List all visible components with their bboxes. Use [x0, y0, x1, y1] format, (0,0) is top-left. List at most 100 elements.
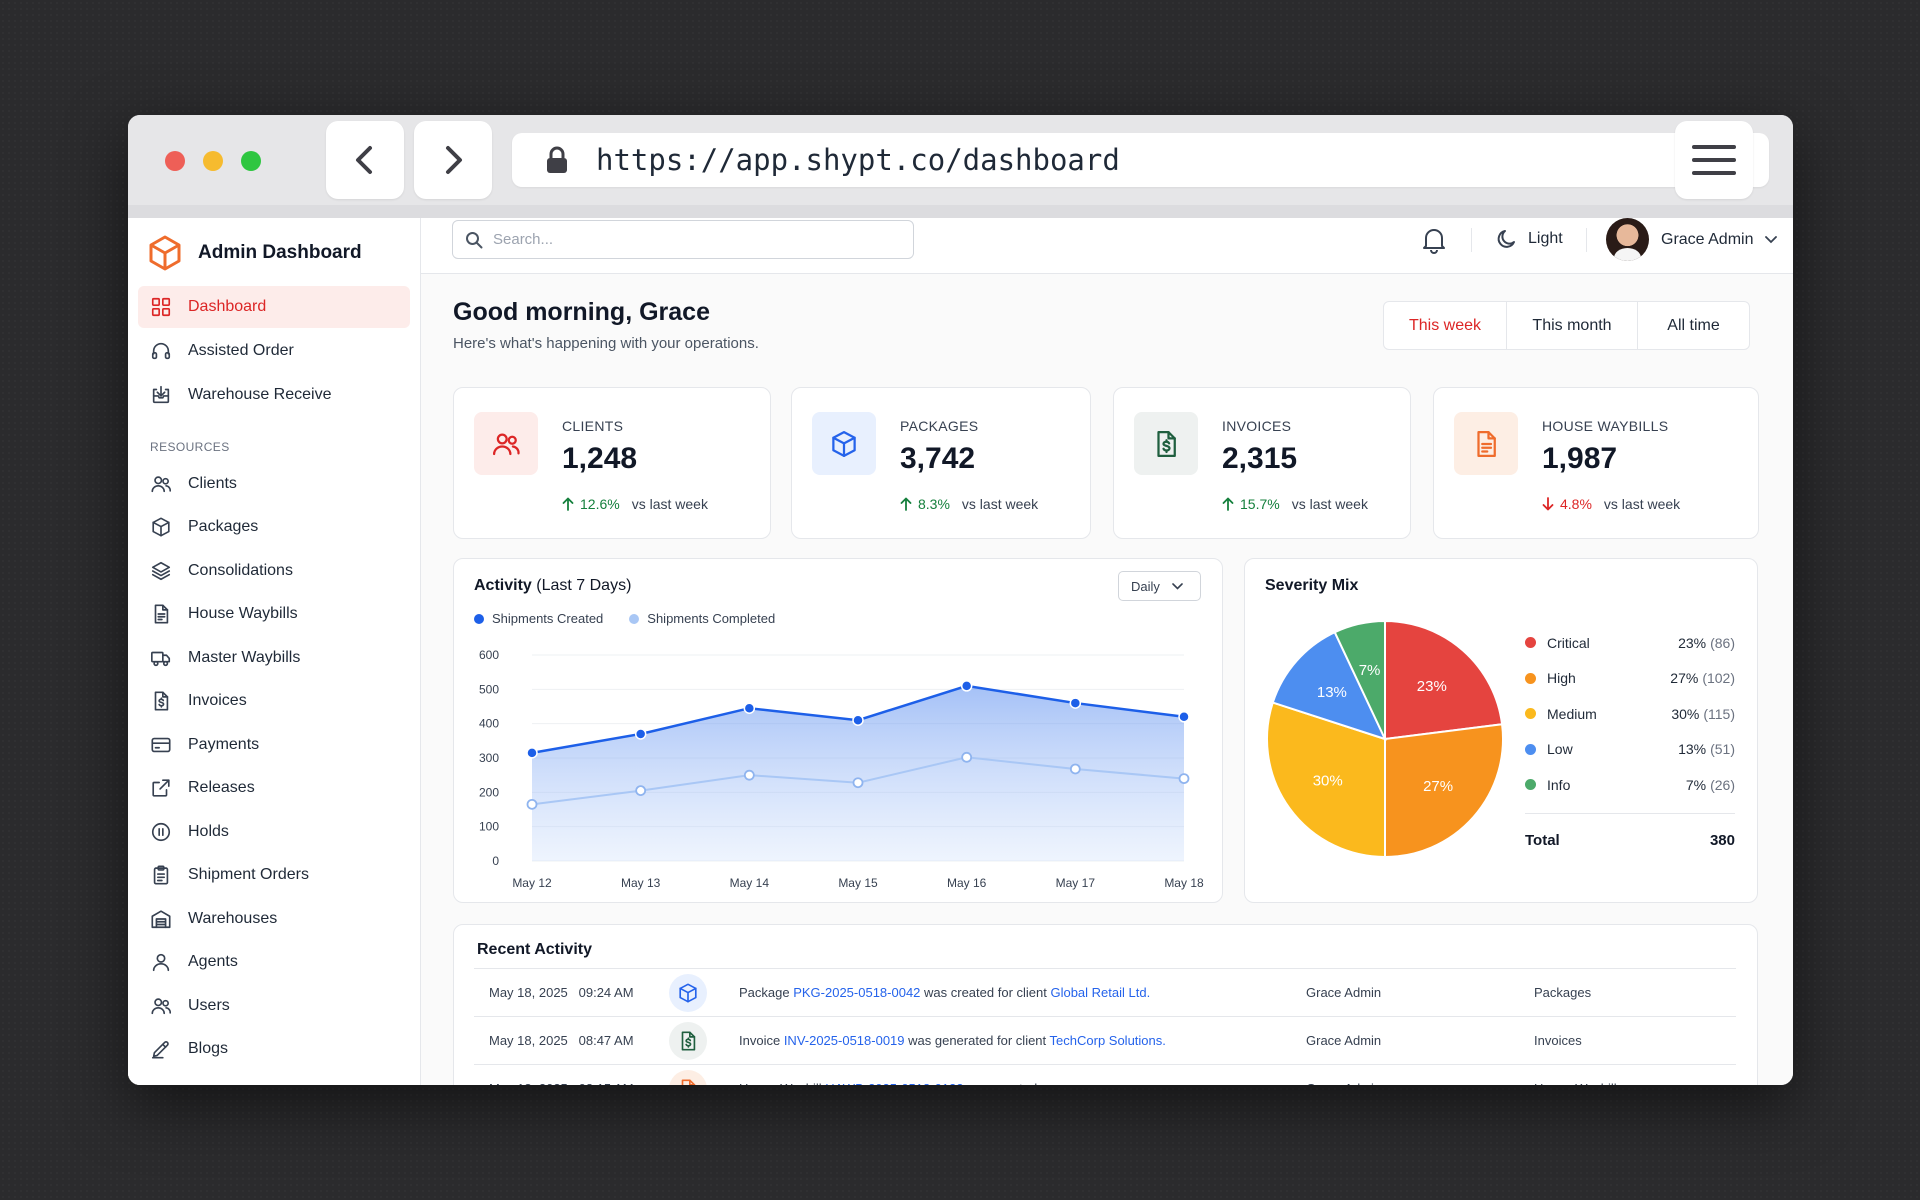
sidebar-item-packages[interactable]: Packages	[138, 506, 410, 550]
sidebar-item-house-waybills[interactable]: House Waybills	[138, 593, 410, 637]
x-tick-label: May 18	[1164, 876, 1204, 890]
sidebar-item-releases[interactable]: Releases	[138, 767, 410, 811]
truck-icon	[150, 647, 172, 669]
sidebar-item-users[interactable]: Users	[138, 984, 410, 1028]
notifications-button[interactable]	[1421, 226, 1447, 259]
sidebar-item-holds[interactable]: Holds	[138, 810, 410, 854]
sidebar-item-agents[interactable]: Agents	[138, 941, 410, 985]
row-text: was created for client	[920, 985, 1051, 1000]
sidebar-item-blogs[interactable]: Blogs	[138, 1028, 410, 1072]
row-record-link[interactable]: INV-2025-0518-0019	[783, 1033, 905, 1048]
stat-card-invoices[interactable]: INVOICES 2,315 15.7% vs last week	[1113, 387, 1411, 539]
pie-slice-info[interactable]	[1333, 619, 1386, 740]
point-shipments-completed	[635, 785, 647, 797]
x-tick-label: May 17	[1056, 876, 1096, 890]
sidebar-item-label: Dashboard	[188, 298, 267, 315]
row-user: Grace Admin	[1306, 1033, 1382, 1048]
row-client-link[interactable]: TechCorp Solutions.	[1049, 1033, 1166, 1048]
recent-activity-title: Recent Activity	[477, 941, 592, 958]
sidebar-item-label: Warehouse Receive	[188, 386, 332, 403]
sidebar-item-assisted-order[interactable]: Assisted Order	[138, 330, 410, 372]
stat-change-value: 8.3%	[918, 496, 950, 512]
stat-card-house-waybills[interactable]: HOUSE WAYBILLS 1,987 4.8% vs last week	[1433, 387, 1759, 539]
point-shipments-created	[526, 747, 538, 759]
user-menu[interactable]: Grace Admin	[1606, 218, 1778, 261]
stat-change-caption: vs last week	[1291, 496, 1368, 512]
lock-icon	[547, 146, 567, 173]
forward-button[interactable]	[414, 121, 492, 199]
back-button[interactable]	[326, 121, 404, 199]
x-tick-label: May 14	[730, 876, 770, 890]
minimize-window-button[interactable]	[203, 151, 223, 171]
table-row[interactable]: May 18, 2025 08:15 AM House Waybill HAWB…	[474, 1064, 1736, 1085]
sidebar-item-shipment-orders[interactable]: Shipment Orders	[138, 854, 410, 898]
tab-all-time[interactable]: All time	[1667, 316, 1720, 334]
stat-label: CLIENTS	[562, 418, 624, 434]
box-icon	[150, 516, 172, 538]
close-window-button[interactable]	[165, 151, 185, 171]
point-shipments-completed	[743, 769, 755, 781]
stat-card-packages[interactable]: PACKAGES 3,742 8.3% vs last week	[791, 387, 1091, 539]
stat-label: PACKAGES	[900, 418, 979, 434]
stat-card-clients[interactable]: CLIENTS 1,248 12.6% vs last week	[453, 387, 771, 539]
point-shipments-created	[960, 680, 973, 692]
row-record-link[interactable]: PKG-2025-0518-0042	[793, 985, 921, 1000]
row-description: Package PKG-2025-0518-0042 was created f…	[739, 985, 1306, 1000]
brand-title: Admin Dashboard	[198, 242, 362, 263]
sidebar-item-label: Invoices	[188, 692, 247, 710]
row-client-link[interactable]: Global Retail Ltd.	[1050, 985, 1151, 1000]
pie-slice-critical[interactable]	[1384, 619, 1504, 741]
row-text: House Waybill	[739, 1081, 825, 1085]
sidebar-item-dashboard[interactable]: Dashboard	[138, 286, 410, 328]
url-text: https://app.shypt.co/dashboard	[596, 143, 1120, 177]
y-tick-label: 300	[479, 751, 499, 765]
sidebar-item-consolidations[interactable]: Consolidations	[138, 549, 410, 593]
legend-percent: 27%	[1670, 670, 1699, 687]
sidebar-item-warehouse-receive[interactable]: Warehouse Receive	[138, 374, 410, 416]
search-input[interactable]	[493, 231, 893, 248]
clipboard-icon	[150, 864, 172, 886]
pie-slice-label: 13%	[1317, 684, 1347, 701]
point-shipments-created	[634, 728, 647, 740]
theme-toggle[interactable]: Light	[1496, 228, 1563, 250]
row-text: Package	[739, 985, 794, 1000]
stat-change-value: 12.6%	[580, 496, 620, 512]
page-subtitle: Here's what's happening with your operat…	[453, 335, 759, 352]
y-tick-label: 500	[479, 682, 499, 696]
pie-slice-low[interactable]	[1271, 630, 1387, 741]
sidebar-item-invoices[interactable]: Invoices	[138, 680, 410, 724]
headset-icon	[150, 340, 172, 362]
row-record-link[interactable]: HAWB-2025-0518-0122	[825, 1081, 963, 1085]
resources-nav: Clients Packages Consolidations House Wa…	[128, 462, 420, 1071]
sidebar-item-clients[interactable]: Clients	[138, 462, 410, 506]
tab-this-week[interactable]: This week	[1384, 302, 1507, 349]
pie-slice-high[interactable]	[1384, 723, 1504, 859]
stat-change: 12.6% vs last week	[562, 496, 708, 512]
granularity-dropdown[interactable]: Daily	[1118, 571, 1201, 601]
legend-swatch	[1525, 708, 1536, 720]
sidebar-item-payments[interactable]: Payments	[138, 723, 410, 767]
severity-pie-chart: 23% 27% 30% 13% 7%	[1266, 619, 1504, 859]
chevron-down-icon	[1765, 235, 1778, 243]
row-description: House Waybill HAWB-2025-0518-0122 was cr…	[739, 1081, 1306, 1085]
maximize-window-button[interactable]	[241, 151, 261, 171]
sidebar-item-warehouses[interactable]: Warehouses	[138, 897, 410, 941]
external-link-icon	[150, 777, 172, 799]
address-bar[interactable]: https://app.shypt.co/dashboard	[512, 133, 1769, 187]
point-shipments-created	[1069, 697, 1082, 709]
tab-this-month[interactable]: This month	[1507, 302, 1638, 349]
app: Admin Dashboard Dashboard Assisted Order…	[128, 218, 1793, 1085]
table-row[interactable]: May 18, 2025 09:24 AM Package PKG-2025-0…	[474, 968, 1736, 1016]
sidebar-item-label: Assisted Order	[188, 342, 294, 359]
browser-menu-button[interactable]	[1675, 121, 1753, 199]
stat-change: 15.7% vs last week	[1222, 496, 1368, 512]
pie-slice-medium[interactable]	[1266, 701, 1386, 859]
table-row[interactable]: May 18, 2025 08:47 AM Invoice INV-2025-0…	[474, 1016, 1736, 1064]
invoice-icon	[1134, 412, 1198, 475]
sidebar-item-master-waybills[interactable]: Master Waybills	[138, 636, 410, 680]
activity-title: Activity (Last 7 Days)	[474, 577, 631, 595]
search-box[interactable]	[452, 220, 914, 259]
legend-entry: Shipments Created	[474, 611, 603, 626]
stat-change-caption: vs last week	[961, 496, 1039, 512]
moon-icon	[1497, 230, 1515, 248]
